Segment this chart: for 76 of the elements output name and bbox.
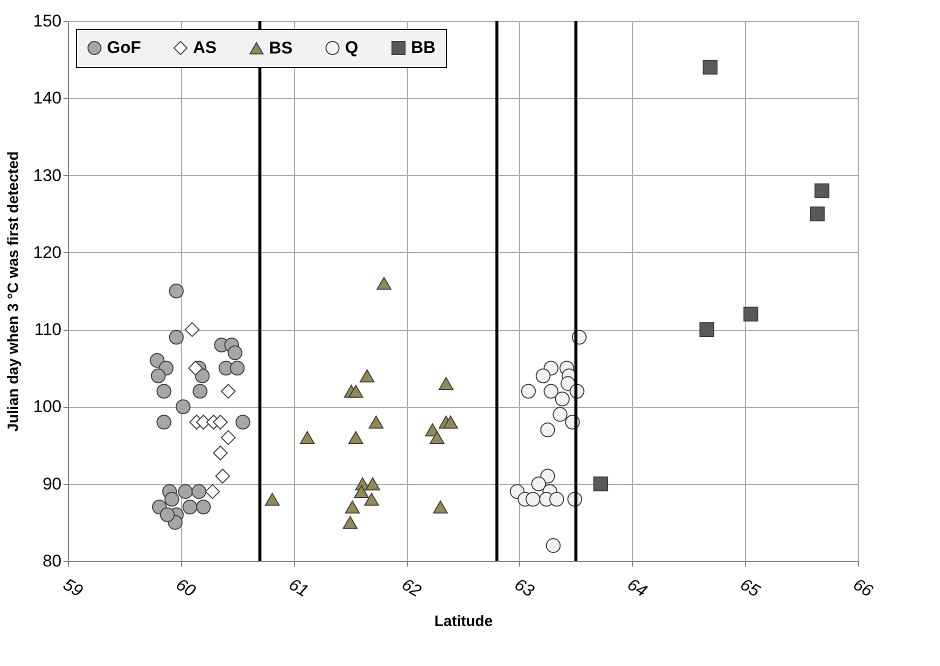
- point: [810, 206, 825, 222]
- point: [365, 477, 380, 490]
- point: [184, 322, 200, 337]
- point: [348, 384, 364, 398]
- point: [182, 500, 198, 514]
- point: [264, 492, 280, 506]
- x-tick-label: 66: [850, 574, 876, 601]
- point: [168, 330, 184, 345]
- y-tick-label: 80: [42, 552, 62, 570]
- y-tick-label: 120: [33, 242, 62, 262]
- x-tick-label: 62: [398, 574, 425, 601]
- x-tick-label: 60: [172, 574, 200, 601]
- point: [150, 353, 165, 368]
- legend-label: Q: [345, 38, 358, 57]
- point: [552, 407, 568, 422]
- point: [521, 384, 536, 399]
- point: [699, 322, 714, 337]
- point: [192, 484, 206, 499]
- point: [438, 377, 454, 390]
- point: [433, 500, 448, 514]
- legend-label: BS: [269, 38, 293, 58]
- point: [554, 392, 570, 406]
- x-axis-title: Latitude: [434, 612, 493, 630]
- point: [549, 492, 564, 507]
- point: [188, 360, 203, 376]
- legend-label: BB: [411, 38, 436, 57]
- point: [178, 484, 193, 499]
- point: [156, 384, 172, 399]
- point: [526, 492, 540, 507]
- legend-label: AS: [193, 38, 217, 57]
- point: [430, 431, 444, 444]
- point: [814, 183, 830, 198]
- point: [540, 468, 556, 484]
- point: [702, 60, 718, 75]
- point: [368, 416, 384, 429]
- y-axis-title: Julian day when 3 °C was first detected: [5, 151, 22, 432]
- point: [544, 384, 558, 399]
- point: [150, 368, 166, 384]
- point: [593, 476, 608, 492]
- y-tick-label: 150: [33, 12, 62, 30]
- point: [168, 284, 184, 298]
- point: [300, 431, 315, 444]
- y-tick-label: 90: [42, 474, 62, 494]
- point: [342, 516, 358, 529]
- point: [176, 399, 191, 414]
- point: [230, 360, 245, 376]
- point: [236, 414, 250, 430]
- x-tick-label: 59: [60, 574, 86, 601]
- point: [228, 345, 242, 360]
- x-tick-label: 63: [511, 574, 538, 601]
- x-tick-label: 64: [624, 574, 650, 601]
- point: [540, 422, 556, 438]
- point: [156, 414, 172, 430]
- point: [376, 276, 392, 290]
- point: [164, 492, 180, 507]
- y-tick-label: 130: [33, 166, 62, 185]
- point: [196, 500, 211, 514]
- point: [160, 507, 175, 522]
- x-tick-label: 65: [737, 574, 764, 601]
- point: [192, 384, 208, 399]
- y-tick-label: 110: [34, 320, 62, 340]
- point: [364, 492, 379, 506]
- point: [531, 476, 546, 492]
- point: [354, 485, 369, 498]
- point: [360, 369, 374, 382]
- point: [212, 414, 228, 430]
- x-tick-label: 61: [286, 574, 312, 601]
- point: [546, 538, 561, 553]
- y-tick-label: 100: [33, 397, 62, 416]
- point: [443, 416, 458, 429]
- y-tick-label: 140: [33, 88, 62, 108]
- point: [536, 368, 551, 384]
- point: [743, 306, 758, 322]
- point: [345, 500, 360, 514]
- point: [348, 431, 364, 444]
- legend-label: GoF: [107, 38, 141, 57]
